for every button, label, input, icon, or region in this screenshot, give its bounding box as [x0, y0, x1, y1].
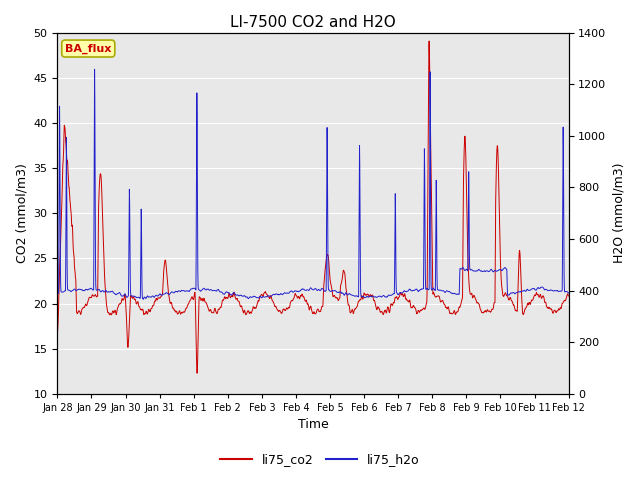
Title: LI-7500 CO2 and H2O: LI-7500 CO2 and H2O [230, 15, 396, 30]
X-axis label: Time: Time [298, 419, 328, 432]
Legend: li75_co2, li75_h2o: li75_co2, li75_h2o [215, 448, 425, 471]
Text: BA_flux: BA_flux [65, 43, 111, 54]
Y-axis label: CO2 (mmol/m3): CO2 (mmol/m3) [15, 163, 28, 263]
Y-axis label: H2O (mmol/m3): H2O (mmol/m3) [612, 163, 625, 264]
